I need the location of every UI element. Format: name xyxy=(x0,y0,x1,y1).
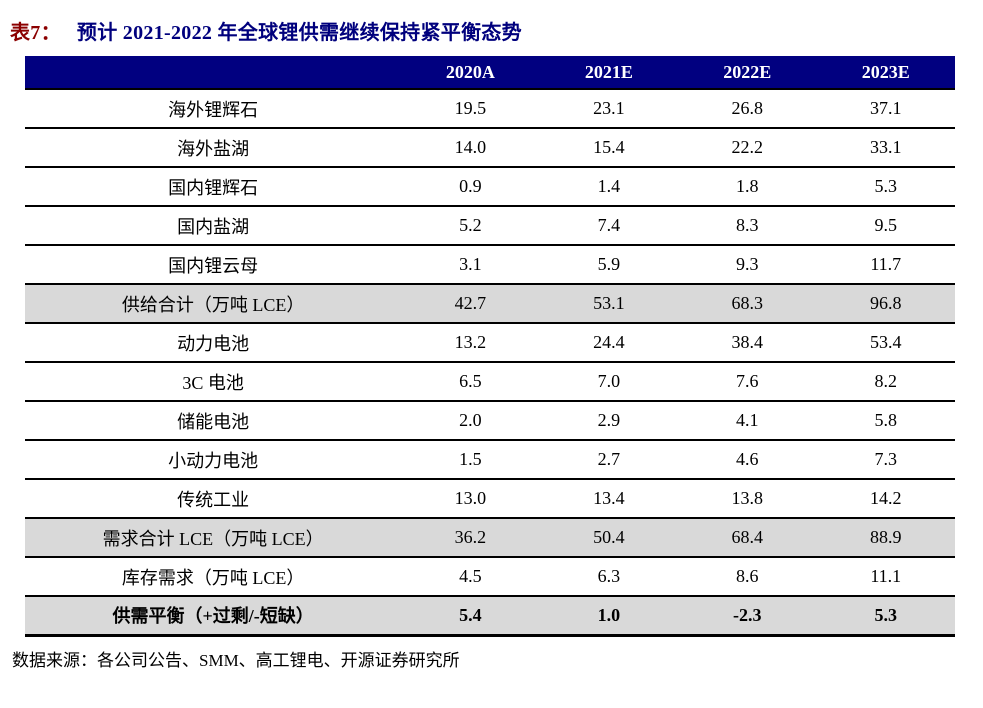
cell: 14.0 xyxy=(401,127,540,167)
cell: 4.5 xyxy=(401,556,540,596)
supply-demand-table: 2020A 2021E 2022E 2023E 海外锂辉石 19.5 23.1 … xyxy=(25,56,955,637)
cell: 38.4 xyxy=(678,322,817,362)
row-label: 供需平衡（+过剩/-短缺） xyxy=(25,595,402,637)
cell: 88.9 xyxy=(816,517,955,557)
cell: 68.3 xyxy=(678,283,817,323)
cell: 22.2 xyxy=(678,127,817,167)
cell: 53.4 xyxy=(816,322,955,362)
header-cell-2022e: 2022E xyxy=(678,56,817,90)
table-row-energy-storage-battery: 储能电池 2.0 2.9 4.1 5.8 xyxy=(25,400,955,440)
table-row-overseas-spodumene: 海外锂辉石 19.5 23.1 26.8 37.1 xyxy=(25,88,955,128)
row-label: 库存需求（万吨 LCE） xyxy=(25,556,402,596)
cell: 14.2 xyxy=(816,478,955,518)
cell: 7.0 xyxy=(539,361,679,401)
table-row-overseas-brine: 海外盐湖 14.0 15.4 22.2 33.1 xyxy=(25,127,955,167)
cell: 9.3 xyxy=(678,244,817,284)
cell: 1.5 xyxy=(401,439,540,479)
cell: 11.1 xyxy=(816,556,955,596)
cell: 26.8 xyxy=(678,88,817,128)
cell: 15.4 xyxy=(539,127,679,167)
cell: 5.8 xyxy=(816,400,955,440)
row-label: 海外盐湖 xyxy=(25,127,402,167)
table-row-3c-battery: 3C 电池 6.5 7.0 7.6 8.2 xyxy=(25,361,955,401)
report-table-page: 表7： 预计 2021-2022 年全球锂供需继续保持紧平衡态势 2020A 20… xyxy=(10,16,983,670)
cell: 13.0 xyxy=(401,478,540,518)
cell: 5.9 xyxy=(539,244,679,284)
table-title-text: 预计 2021-2022 年全球锂供需继续保持紧平衡态势 xyxy=(76,22,522,44)
cell: 42.7 xyxy=(401,283,540,323)
row-label: 3C 电池 xyxy=(25,361,402,401)
table-row-domestic-brine: 国内盐湖 5.2 7.4 8.3 9.5 xyxy=(25,205,955,245)
cell: 1.0 xyxy=(539,595,679,637)
table-row-domestic-spodumene: 国内锂辉石 0.9 1.4 1.8 5.3 xyxy=(25,166,955,206)
cell: 8.6 xyxy=(678,556,817,596)
cell: 11.7 xyxy=(816,244,955,284)
cell: 4.1 xyxy=(678,400,817,440)
table-row-demand-total: 需求合计 LCE（万吨 LCE） 36.2 50.4 68.4 88.9 xyxy=(25,517,955,557)
cell: 13.8 xyxy=(678,478,817,518)
cell: 8.2 xyxy=(816,361,955,401)
cell: 2.7 xyxy=(539,439,679,479)
table-row-traditional-industry: 传统工业 13.0 13.4 13.8 14.2 xyxy=(25,478,955,518)
cell: 13.4 xyxy=(539,478,679,518)
cell: 0.9 xyxy=(401,166,540,206)
cell: 5.4 xyxy=(401,595,540,637)
cell: 23.1 xyxy=(539,88,679,128)
cell: 7.3 xyxy=(816,439,955,479)
cell: 96.8 xyxy=(816,283,955,323)
header-cell-2023e: 2023E xyxy=(816,56,955,90)
table-number-tag: 表7： xyxy=(10,22,61,44)
table-row-domestic-lepidolite: 国内锂云母 3.1 5.9 9.3 11.7 xyxy=(25,244,955,284)
cell: 7.6 xyxy=(678,361,817,401)
cell: 33.1 xyxy=(816,127,955,167)
cell: 1.8 xyxy=(678,166,817,206)
cell: 24.4 xyxy=(539,322,679,362)
row-label: 需求合计 LCE（万吨 LCE） xyxy=(25,517,402,557)
table-row-inventory-demand: 库存需求（万吨 LCE） 4.5 6.3 8.6 11.1 xyxy=(25,556,955,596)
cell: 2.9 xyxy=(539,400,679,440)
data-source-note: 数据来源：各公司公告、SMM、高工锂电、开源证券研究所 xyxy=(12,650,460,670)
cell: 19.5 xyxy=(401,88,540,128)
cell: 3.1 xyxy=(401,244,540,284)
row-label: 国内锂辉石 xyxy=(25,166,402,206)
table-row-supply-demand-balance: 供需平衡（+过剩/-短缺） 5.4 1.0 -2.3 5.3 xyxy=(25,595,955,637)
cell: 8.3 xyxy=(678,205,817,245)
cell: 6.3 xyxy=(539,556,679,596)
cell: 5.3 xyxy=(816,595,955,637)
row-label: 小动力电池 xyxy=(25,439,402,479)
cell: 1.4 xyxy=(539,166,679,206)
cell: 2.0 xyxy=(401,400,540,440)
cell: 9.5 xyxy=(816,205,955,245)
header-cell-2020a: 2020A xyxy=(401,56,540,90)
row-label: 储能电池 xyxy=(25,400,402,440)
table-header-row: 2020A 2021E 2022E 2023E xyxy=(25,56,955,90)
cell: 68.4 xyxy=(678,517,817,557)
cell: 37.1 xyxy=(816,88,955,128)
row-label: 动力电池 xyxy=(25,322,402,362)
table-row-small-power-battery: 小动力电池 1.5 2.7 4.6 7.3 xyxy=(25,439,955,479)
cell: 13.2 xyxy=(401,322,540,362)
table-row-supply-total: 供给合计（万吨 LCE） 42.7 53.1 68.3 96.8 xyxy=(25,283,955,323)
header-cell-2021e: 2021E xyxy=(539,56,679,90)
row-label: 供给合计（万吨 LCE） xyxy=(25,283,402,323)
cell: 5.2 xyxy=(401,205,540,245)
row-label: 国内盐湖 xyxy=(25,205,402,245)
cell: 4.6 xyxy=(678,439,817,479)
cell: 50.4 xyxy=(539,517,679,557)
row-label: 国内锂云母 xyxy=(25,244,402,284)
cell: 53.1 xyxy=(539,283,679,323)
cell: 7.4 xyxy=(539,205,679,245)
cell: 5.3 xyxy=(816,166,955,206)
cell: 6.5 xyxy=(401,361,540,401)
table-row-power-battery: 动力电池 13.2 24.4 38.4 53.4 xyxy=(25,322,955,362)
table-title: 表7： 预计 2021-2022 年全球锂供需继续保持紧平衡态势 xyxy=(10,16,983,45)
header-corner-cell xyxy=(25,56,402,90)
cell: -2.3 xyxy=(678,595,817,637)
cell: 36.2 xyxy=(401,517,540,557)
row-label: 海外锂辉石 xyxy=(25,88,402,128)
row-label: 传统工业 xyxy=(25,478,402,518)
